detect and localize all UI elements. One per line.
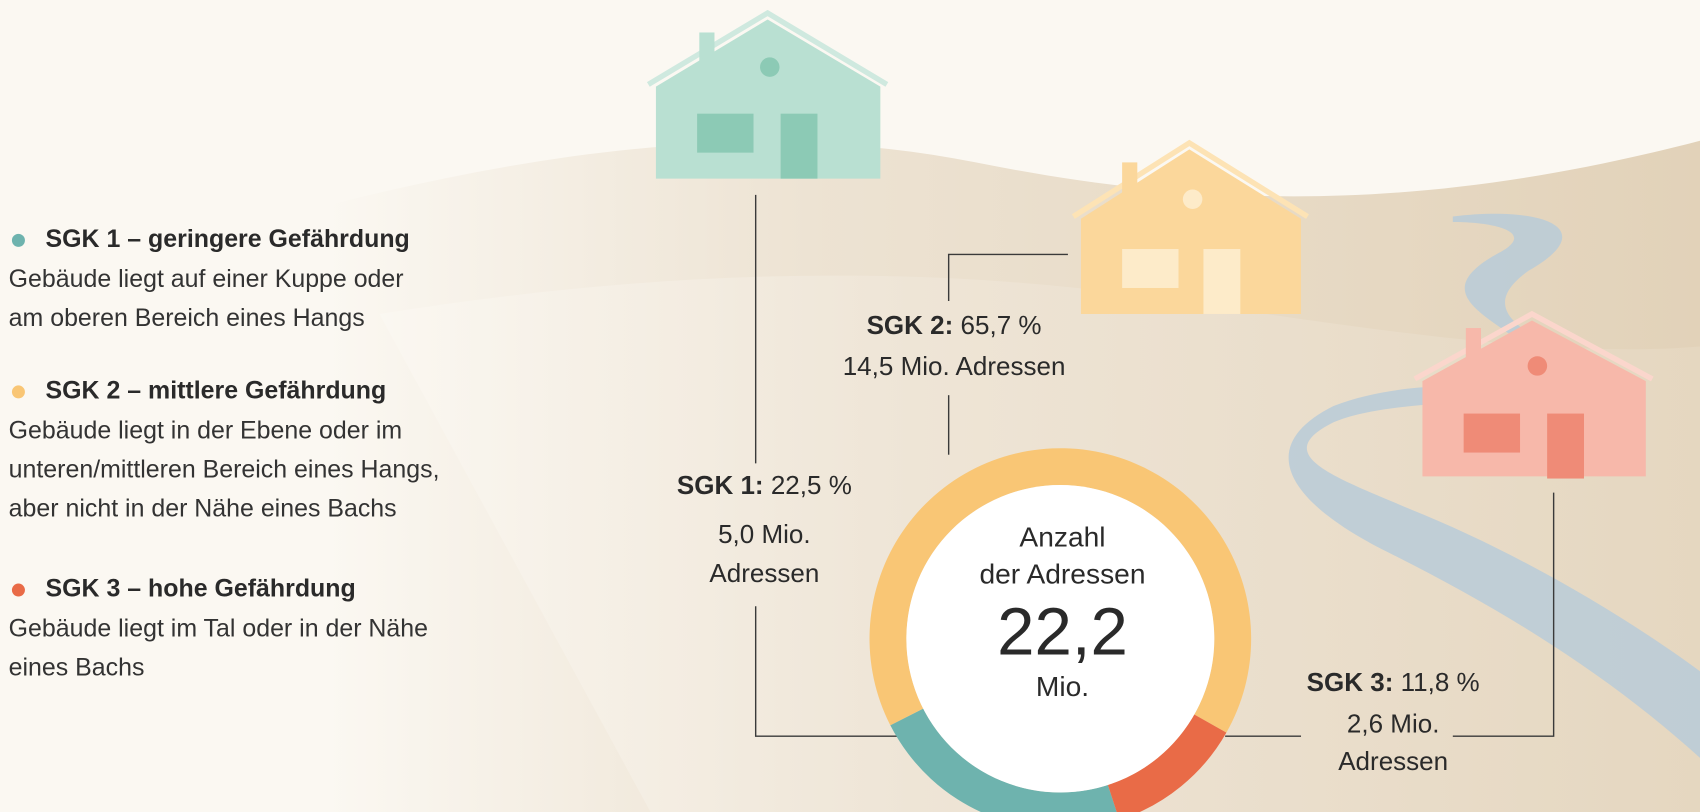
legend-description: eines Bachs [9, 654, 145, 682]
segment-value: 65,7 % [961, 310, 1042, 340]
segment-count-line: 14,5 Mio. Adressen [843, 351, 1066, 381]
center-caption: der Adressen [979, 558, 1145, 589]
segment-count-line: Adressen [709, 558, 819, 588]
segment-count: 14,5 Mio. Adressen [843, 351, 1066, 381]
segment-count-line: 2,6 Mio. [1347, 708, 1440, 738]
legend-description: Gebäude liegt auf einer Kuppe oder [9, 265, 404, 293]
segment-label: SGK 3: 11,8 % [1307, 667, 1480, 697]
legend-marker [12, 234, 25, 247]
segment-count-line: 5,0 Mio. [718, 519, 811, 549]
segment-name: SGK 1: [677, 470, 764, 500]
legend-description: am oberen Bereich eines Hangs [9, 304, 365, 332]
segment-value: 11,8 % [1401, 667, 1480, 697]
legend-description: Gebäude liegt in der Ebene oder im [9, 417, 403, 445]
legend-marker [12, 385, 25, 398]
segment-name: SGK 2: [867, 310, 954, 340]
segment-value: 22,5 % [771, 470, 852, 500]
segment-count-line: Adressen [1338, 746, 1448, 776]
infographic: SGK 1: 22,5 % 5,0 Mio. Adressen SGK 2: 65,7… [0, 0, 1700, 812]
legend-description: aber nicht in der Nähe eines Bachs [9, 495, 397, 523]
legend-description: Gebäude liegt im Tal oder in der Nähe [9, 615, 428, 643]
legend-title: SGK 3 – hohe Gefährdung [46, 575, 356, 603]
center-total: 22,2 [997, 594, 1128, 669]
center-unit: Mio. [1036, 671, 1089, 702]
legend-title: SGK 2 – mittlere Gefährdung [46, 377, 387, 405]
center-caption: Anzahl [1019, 522, 1105, 553]
segment-name: SGK 3: [1307, 667, 1394, 697]
legend-description: unteren/mittleren Bereich eines Hangs, [9, 456, 440, 484]
legend-title: SGK 1 – geringere Gefährdung [46, 225, 410, 253]
segment-label: SGK 1: 22,5 % [677, 470, 852, 500]
legend-marker [12, 584, 25, 597]
segment-label: SGK 2: 65,7 % [867, 310, 1042, 340]
